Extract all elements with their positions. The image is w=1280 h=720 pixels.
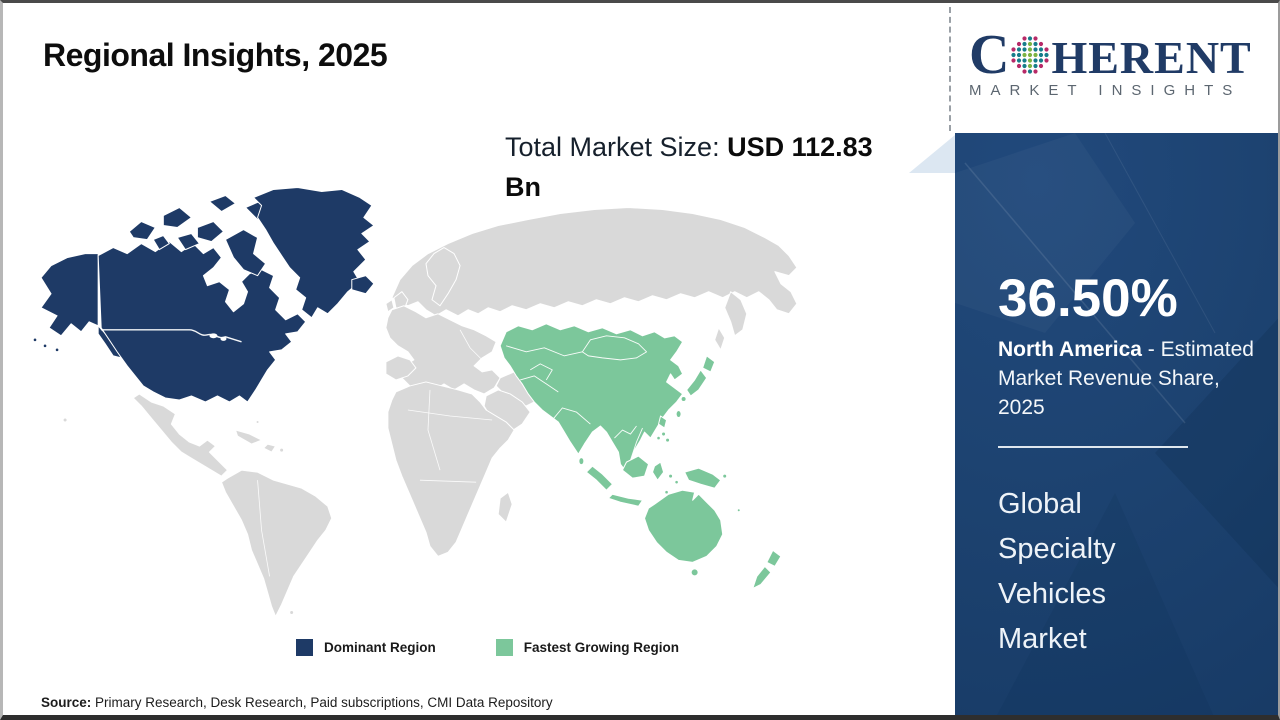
revenue-share-value: 36.50% [998, 269, 1178, 328]
landmass-sumatra [585, 465, 613, 491]
landmass-falklands [289, 609, 295, 616]
company-logo: C HERENT MARKET INSIGHTS [969, 24, 1269, 99]
landmass-kamchatka [724, 291, 748, 337]
landmass-sri-lanka [578, 457, 585, 466]
landmass-new-guinea [684, 467, 722, 489]
landmass-philippines [658, 415, 668, 429]
region-asia-pacific [499, 323, 782, 589]
panel-divider [998, 446, 1188, 448]
landmass-scandinavia [425, 247, 461, 307]
source-label: Source: [41, 695, 92, 710]
stats-panel: 36.50% North America - Estimated Market … [955, 133, 1278, 715]
landmass-tasmania [690, 568, 699, 577]
landmass-nz-south [752, 565, 772, 589]
country-borders-gray [257, 329, 493, 577]
landmass-africa [387, 381, 515, 557]
legend-swatch-dominant [296, 639, 313, 656]
landmass-sulawesi [652, 461, 665, 481]
logo-tagline: MARKET INSIGHTS [969, 82, 1242, 99]
landmass-pacific-island [736, 508, 741, 513]
landmass-russia [391, 207, 798, 317]
total-market-size-unit: Bn [505, 172, 541, 202]
landmass-alaska [40, 253, 99, 337]
market-name-line: Global [998, 488, 1082, 520]
landmass-mexico [132, 393, 228, 477]
landmass-sakhalin [714, 327, 726, 351]
landmass-baffin [224, 229, 267, 277]
market-name-line: Vehicles [998, 578, 1107, 610]
total-market-size-value: USD 112.83 [727, 132, 873, 162]
total-market-size: Total Market Size: USD 112.83 Bn [505, 127, 945, 207]
revenue-share-description: North America - Estimated Market Revenue… [998, 335, 1270, 422]
landmass-australia [644, 489, 724, 563]
landmass-taiwan [675, 410, 682, 419]
legend-label-dominant: Dominant Region [324, 640, 436, 655]
page-title: Regional Insights, 2025 [43, 37, 388, 73]
world-map [29, 179, 841, 641]
market-name: Global Specialty Vehicles Market [998, 482, 1253, 662]
legend-item-dominant: Dominant Region [296, 639, 436, 656]
revenue-share-desc-text: - Estimated Market Revenue Share, 2025 [998, 338, 1254, 419]
landmass-canada-usa [97, 241, 307, 403]
country-borders-green [506, 335, 647, 461]
landmass-uk [393, 291, 409, 311]
landmass-europe [385, 305, 501, 397]
dotted-globe-icon [1011, 36, 1050, 74]
landmass-japan-honshu [686, 369, 708, 397]
landmass-hawaii [62, 417, 68, 423]
legend-swatch-fastest-growing [495, 639, 513, 656]
logo-word-herent: HERENT [1051, 32, 1252, 83]
logo-letter-c: C [969, 24, 1010, 86]
map-legend: Dominant Region Fastest Growing Region [296, 639, 679, 656]
region-north-america [32, 186, 375, 403]
region-other [62, 207, 798, 618]
revenue-share-region: North America [998, 338, 1142, 361]
landmass-borneo [621, 455, 650, 479]
landmass-cuba [235, 429, 263, 445]
landmass-java [607, 493, 644, 507]
country-borders-navy [101, 329, 242, 343]
source-text: Primary Research, Desk Research, Paid su… [91, 695, 553, 710]
total-market-size-label: Total Market Size: [505, 132, 728, 162]
landmass-bahamas [255, 420, 260, 425]
source-line: Source: Primary Research, Desk Research,… [41, 695, 553, 710]
world-map-svg [32, 186, 798, 618]
landmass-iberia [385, 355, 417, 381]
logo-wordmark: C HERENT [969, 24, 1269, 86]
landmass-japan-hokkaido [702, 355, 716, 373]
landmass-puerto-rico [279, 447, 285, 453]
landmass-madagascar [497, 491, 513, 523]
landmass-nz-north [766, 549, 782, 567]
legend-label-fastest-growing: Fastest Growing Region [523, 640, 680, 655]
landmass-japan-kyushu [680, 395, 687, 402]
landmass-hispaniola [263, 443, 277, 453]
landmass-asia-main [499, 323, 684, 473]
logo-separator-line [949, 7, 951, 131]
landmass-south-america [220, 469, 333, 618]
landmass-iceland [351, 275, 375, 295]
landmass-ireland [385, 299, 395, 313]
legend-item-fastest-growing: Fastest Growing Region [495, 639, 680, 656]
market-name-line: Market [998, 623, 1087, 655]
panel-edge-decoration [909, 135, 955, 173]
market-name-line: Specialty [998, 533, 1116, 565]
landmass-greenland [253, 186, 375, 319]
